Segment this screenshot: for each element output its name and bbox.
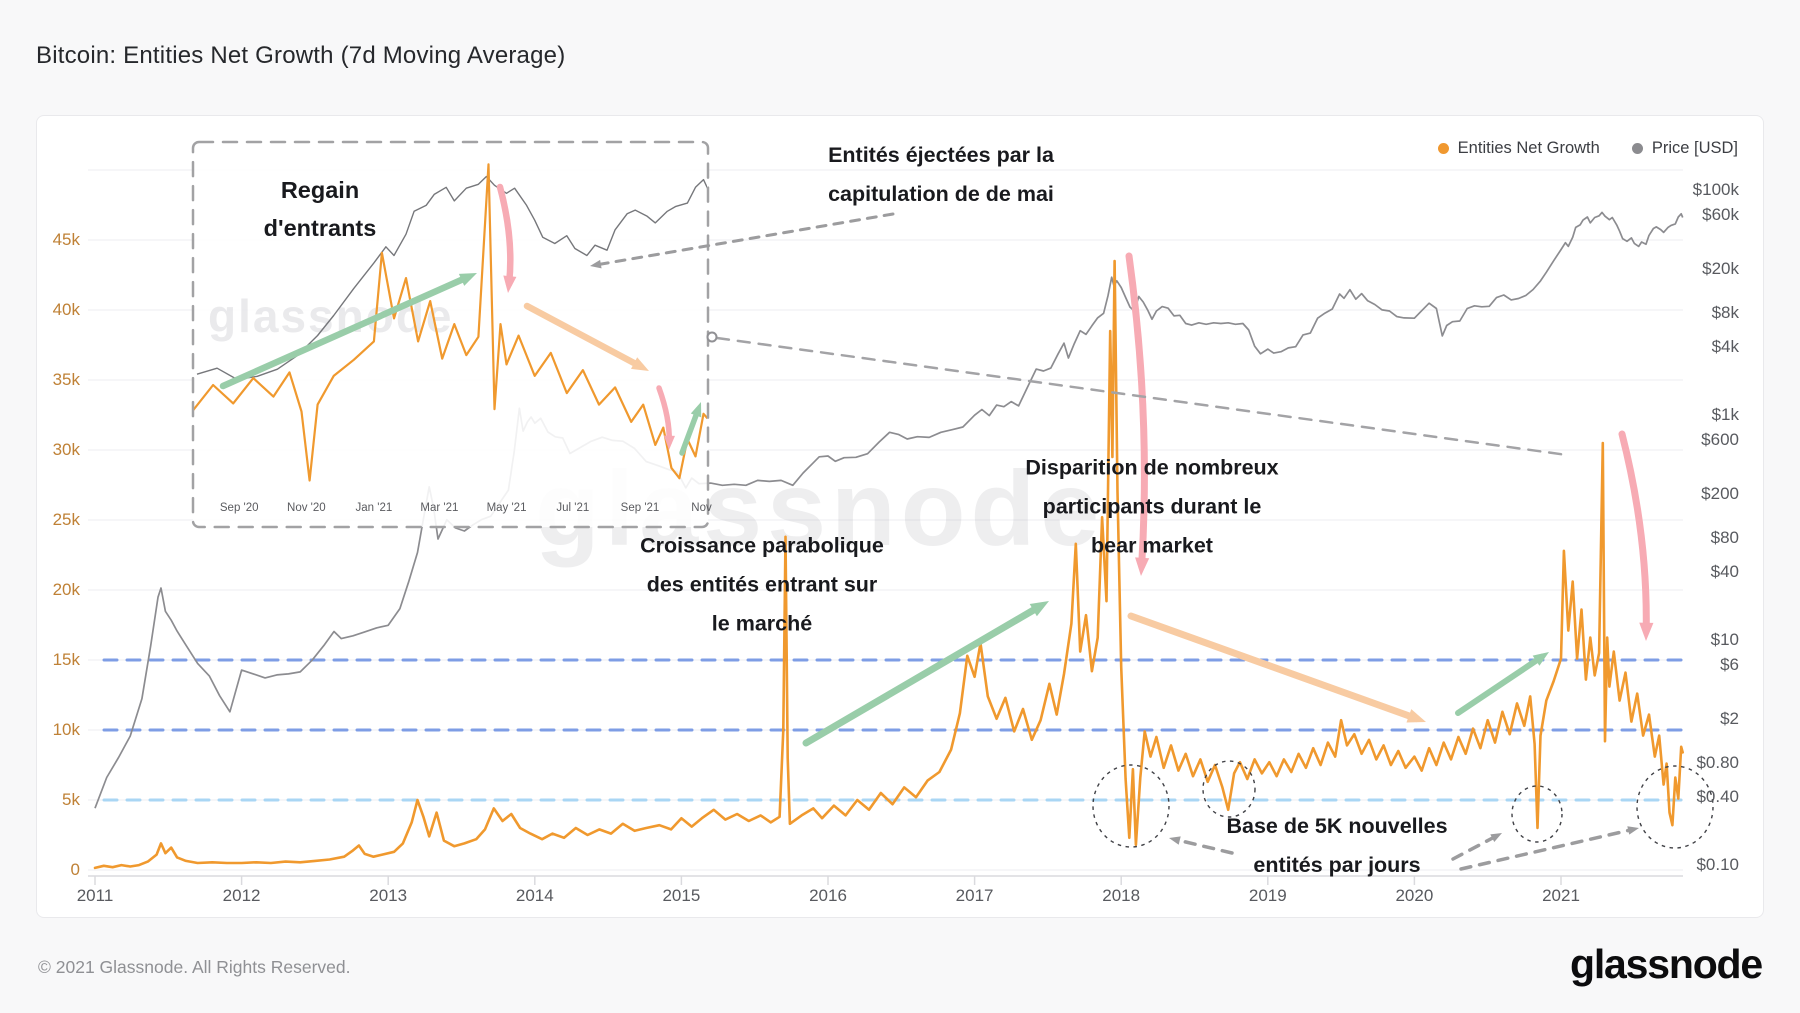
legend: Entities Net Growth Price [USD] — [1437, 139, 1738, 158]
annotation-base-5k: Base de 5K nouvelles entités par jours — [1226, 814, 1448, 877]
inset-connector-dot — [706, 331, 718, 343]
glassnode-logo: glassnode — [1570, 941, 1763, 987]
inset-entities-line — [194, 163, 707, 482]
left-tick: 40k — [52, 300, 80, 319]
legend-item-entities[interactable]: Entities Net Growth — [1437, 139, 1600, 158]
inset-arrow-pink-may — [496, 183, 517, 293]
arrow-pink-2021 — [1618, 430, 1654, 641]
arrow-gray-base-right1 — [1451, 833, 1502, 861]
arrow-gray-base-left — [1169, 836, 1234, 855]
price-legend-label: Price [USD] — [1651, 139, 1738, 157]
page-title: Bitcoin: Entities Net Growth (7d Moving … — [36, 42, 566, 69]
arrow-gray-base-right2 — [1459, 826, 1639, 871]
year-tick: 2016 — [809, 886, 847, 905]
dashed-circle-dip — [1636, 765, 1714, 849]
price-tick: $10 — [1710, 630, 1739, 649]
inset-connector-line — [715, 336, 1569, 457]
price-tick: $60k — [1702, 204, 1739, 224]
price-tick: $40 — [1710, 562, 1739, 582]
price-tick: $0.80 — [1696, 753, 1739, 773]
price-tick: $80 — [1710, 528, 1739, 548]
price-tick: $8k — [1711, 303, 1739, 323]
left-tick: 45k — [52, 230, 80, 249]
left-tick: 30k — [52, 440, 80, 459]
inset-tick: May '21 — [486, 502, 527, 514]
arrow-peach-bear — [1127, 612, 1426, 723]
price-legend-dot-icon — [1631, 143, 1643, 154]
dashed-circle-dip — [1202, 760, 1256, 818]
entities-line — [93, 259, 1684, 870]
left-tick: 20k — [52, 580, 80, 599]
year-tick: 2014 — [515, 886, 554, 905]
price-tick: $6 — [1720, 654, 1739, 674]
dashed-circle-dip — [1092, 764, 1170, 848]
inset-arrow-green-up — [219, 273, 477, 390]
price-tick: $1k — [1711, 405, 1739, 424]
price-tick: $0.40 — [1696, 787, 1739, 807]
year-tick: 2021 — [1542, 886, 1580, 905]
inset-tick: Nov '20 — [287, 502, 326, 514]
inset-tick: Mar '21 — [420, 502, 459, 514]
year-tick: 2019 — [1248, 886, 1287, 905]
inset-arrow-green-end — [679, 402, 702, 456]
arrow-green-croissance — [802, 601, 1049, 747]
left-tick: 25k — [52, 510, 80, 529]
arrow-gray-capitulation — [590, 212, 895, 269]
year-tick: 2011 — [76, 886, 114, 905]
arrow-green-2020 — [1455, 652, 1549, 716]
inset-tick: Nov — [691, 502, 712, 514]
price-tick: $20k — [1702, 258, 1739, 278]
inset-tick: Sep '20 — [219, 502, 259, 514]
year-tick: 2013 — [369, 886, 408, 905]
year-tick: 2015 — [662, 886, 701, 905]
inset-panel: glassnode — [191, 140, 710, 529]
left-tick: 35k — [52, 370, 80, 389]
inset-tick: Jan '21 — [355, 502, 393, 514]
inset-arrow-peach-decline — [523, 302, 649, 371]
left-tick: 15k — [52, 650, 80, 669]
price-tick: $200 — [1701, 483, 1739, 503]
entities-legend-dot-icon — [1437, 143, 1449, 154]
annotation-regain-entrants: Regain d'entrants — [263, 177, 377, 241]
price-tick: $4k — [1711, 337, 1739, 357]
year-tick: 2012 — [222, 886, 261, 905]
price-tick: $600 — [1701, 429, 1739, 449]
left-tick: 0 — [70, 860, 80, 879]
inset-tick: Jul '21 — [556, 502, 590, 514]
annotation-disparition-participants: Disparition de nombreux participants dur… — [1025, 455, 1279, 558]
annotation-entites-ejectees: Entités éjectées par la capitulation de … — [828, 143, 1054, 206]
left-tick: 10k — [52, 720, 80, 739]
year-tick: 2020 — [1395, 886, 1434, 905]
entities-legend-label: Entities Net Growth — [1457, 139, 1600, 157]
copyright-text: © 2021 Glassnode. All Rights Reserved. — [38, 957, 351, 977]
legend-item-price[interactable]: Price [USD] — [1631, 139, 1738, 158]
price-tick: $0.10 — [1696, 855, 1739, 874]
inset-tick: Sep '21 — [620, 502, 660, 514]
price-line — [94, 211, 1684, 809]
dashed-circle-dip — [1511, 785, 1563, 843]
price-tick: $2 — [1720, 708, 1739, 728]
year-tick: 2018 — [1102, 886, 1141, 905]
arrow-pink-2018 — [1125, 252, 1150, 576]
annotation-croissance-parabolique: Croissance parabolique des entités entra… — [640, 533, 884, 636]
price-tick: $100k — [1692, 180, 1739, 199]
left-tick: 5k — [62, 790, 80, 809]
inset-arrow-pink-sep — [656, 385, 675, 450]
year-tick: 2017 — [955, 886, 994, 905]
